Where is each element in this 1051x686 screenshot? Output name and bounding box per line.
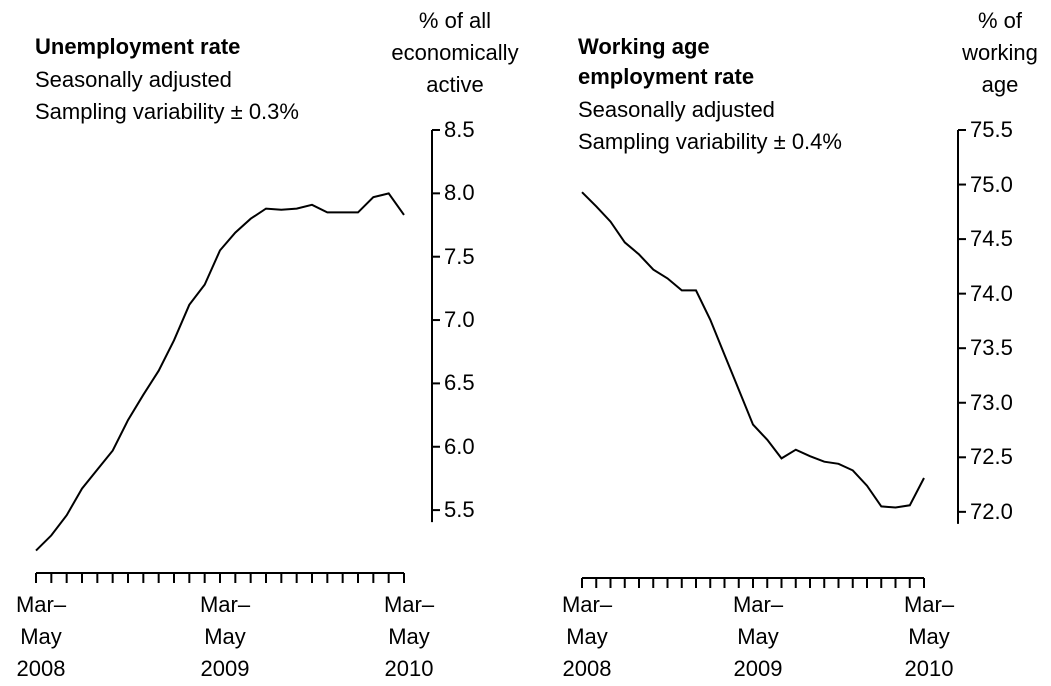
x-tick-label: Mar– May 2010 [383,592,435,681]
x-tick-label: Mar– May 2009 [732,592,784,681]
x-tick-label: Mar– May 2010 [903,592,955,681]
y-tick-label: 6.5 [444,370,475,396]
y-tick-label: 75.0 [970,171,1013,197]
chart-title: Working age employment rate [578,34,755,89]
chart-note: Sampling variability ± 0.3% [35,99,299,124]
chart-title: Unemployment rate [35,34,241,59]
x-tick-label: Mar– May 2008 [15,592,67,681]
y-tick-label: 6.0 [444,433,475,459]
y-tick-label: 73.5 [970,335,1013,361]
y-tick-label: 8.0 [444,180,475,206]
y-tick-label: 74.5 [970,226,1013,252]
x-tick-label: Mar– May 2008 [561,592,613,681]
y-tick-label: 5.5 [444,497,475,523]
y-tick-label: 73.0 [970,389,1013,415]
y-tick-label: 7.5 [444,243,475,269]
y-tick-label: 72.5 [970,444,1013,470]
x-tick-label: Mar– May 2009 [199,592,251,681]
data-line [35,192,405,552]
y-tick-label: 7.0 [444,307,475,333]
y-tick-label: 75.5 [970,117,1013,142]
data-line [581,191,925,509]
y-axis-label: % of all economically active [391,8,519,97]
y-tick-label: 8.5 [444,117,475,142]
chart-subtitle: Seasonally adjusted [578,97,775,122]
y-tick-label: 72.0 [970,498,1013,524]
y-axis-label: % of working age [962,8,1038,97]
chart-note: Sampling variability ± 0.4% [578,129,842,154]
chart-subtitle: Seasonally adjusted [35,67,232,92]
y-tick-label: 74.0 [970,280,1013,306]
